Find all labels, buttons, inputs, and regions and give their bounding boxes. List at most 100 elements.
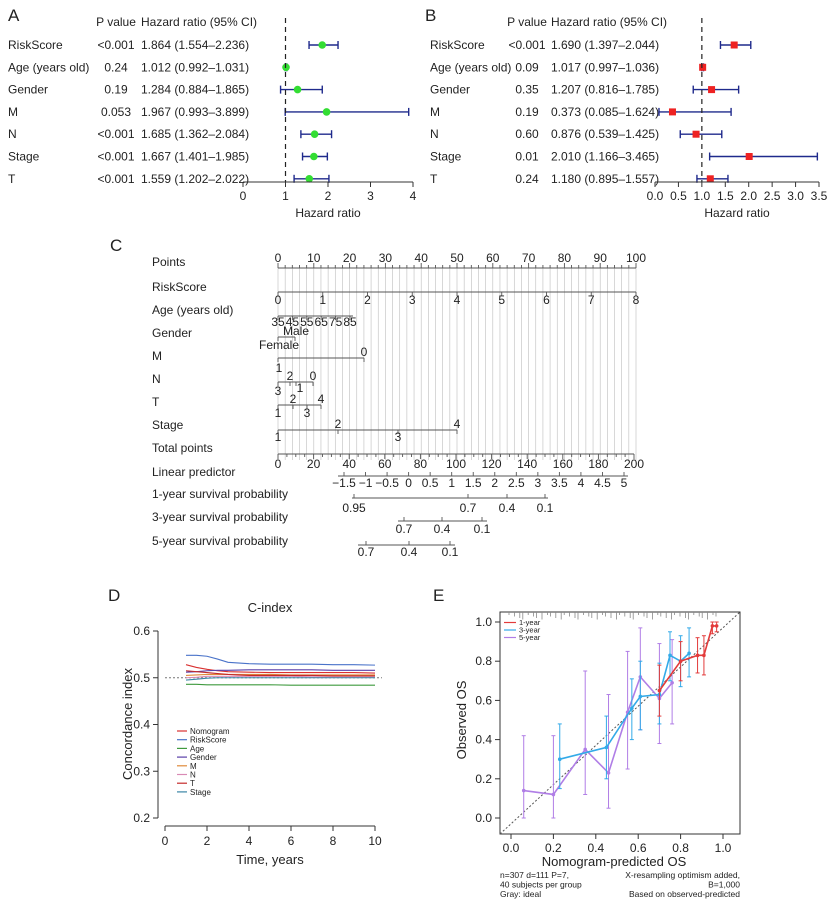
x-tick-label: 2.5 (764, 189, 781, 203)
nomogram-row-label: Linear predictor (152, 465, 235, 479)
series-line-nomogram (185, 664, 376, 674)
nomogram-scale-label: 0 (275, 293, 282, 307)
hazard-ratio-point (318, 41, 327, 49)
nomogram-scale-label: 1 (276, 361, 283, 375)
panel-letter-d: D (108, 586, 121, 605)
nomogram-scale-label: 55 (300, 315, 314, 329)
series-line-m (185, 673, 375, 676)
series-line-n (185, 675, 375, 679)
legend-entry: T (190, 779, 195, 788)
row-hazard-ratio-text: 0.876 (0.539–1.425) (551, 127, 659, 141)
nomogram-scale-label: −1 (359, 476, 373, 490)
row-label: N (430, 127, 439, 141)
nomogram-scale-label: Male (283, 324, 309, 338)
row-p-value: <0.001 (97, 38, 134, 52)
row-label: M (430, 105, 440, 119)
nomogram-scale-label: 4 (454, 293, 461, 307)
nomogram-scale-label: 0 (361, 345, 368, 359)
hazard-ratio-point (699, 63, 707, 71)
nomogram-scale-label: −1.5 (332, 476, 356, 490)
calibration-point (678, 659, 683, 663)
row-hazard-ratio-text: 1.690 (1.397–2.044) (551, 38, 659, 52)
row-label: N (8, 127, 17, 141)
forest-plot-b: P value Hazard ratio (95% CI) RiskScore <0.… (430, 15, 828, 220)
nomogram-scale-label: −0.5 (375, 476, 399, 490)
row-hazard-ratio-text: 1.559 (1.202–2.022) (141, 172, 249, 186)
nomogram-scale-label: 100 (446, 457, 466, 471)
nomogram-scale-label: 1 (297, 381, 304, 395)
nomogram-row-label: 1-year survival probability (152, 487, 288, 501)
ideal-line (499, 611, 741, 835)
x-tick-label: 1.0 (694, 189, 711, 203)
nomogram-scale-label: 35 (271, 315, 285, 329)
y-tick-label: 0.4 (475, 733, 492, 747)
nomogram: Points RiskScore Age (years old) Gender MNTS… (152, 251, 646, 559)
calibration-line-1-year (658, 625, 717, 692)
row-p-value: <0.001 (97, 150, 134, 164)
nomogram-scale-label: 200 (624, 457, 644, 471)
nomogram-scale-label: 0.5 (422, 476, 439, 490)
row-label: M (8, 105, 18, 119)
nomogram-scale-label: 0.1 (537, 501, 554, 515)
footer-note-right: Based on observed-predicted (629, 889, 740, 899)
calibration-line-5-year (523, 675, 673, 796)
row-hazard-ratio-text: 1.667 (1.401–1.985) (141, 150, 249, 164)
x-tick-label: 0 (162, 834, 169, 848)
row-label: T (430, 172, 438, 186)
x-tick-label: 6 (288, 834, 295, 848)
nomogram-scale-label: 5 (621, 476, 628, 490)
nomogram-scale-label: 0.7 (460, 501, 477, 515)
calibration-point (695, 653, 700, 658)
y-tick-label: 1.0 (475, 615, 492, 629)
calibration-point (638, 694, 643, 699)
x-tick-label: 2 (325, 189, 332, 203)
legend-entry: Stage (190, 788, 211, 797)
row-label: RiskScore (8, 38, 63, 52)
nomogram-row-label: T (152, 395, 160, 409)
row-p-value: <0.001 (508, 38, 545, 52)
nomogram-scale-label: 85 (343, 315, 357, 329)
row-p-value: 0.60 (515, 127, 539, 141)
nomogram-scale-label: 0.4 (434, 522, 451, 536)
nomogram-scale-label: 40 (343, 457, 357, 471)
row-label: Stage (8, 150, 40, 164)
nomogram-scale-label: 60 (378, 457, 392, 471)
nomogram-scale-label: 75 (329, 315, 343, 329)
calibration-point (630, 706, 634, 711)
x-tick-label: 2.0 (740, 189, 757, 203)
calibration-point (551, 792, 556, 797)
nomogram-scale-label: 2 (287, 369, 294, 383)
nomogram-scale-label: 0 (275, 251, 282, 265)
x-tick-label: 0.2 (545, 841, 562, 855)
nomogram-scale-label: 0.1 (474, 522, 491, 536)
calibration-point (668, 653, 672, 658)
hazard-ratio-point (706, 175, 714, 183)
nomogram-scale-label: 4 (454, 417, 461, 431)
legend-entry: 1-year (519, 618, 541, 627)
row-p-value: 0.19 (515, 105, 539, 119)
row-p-value: <0.001 (97, 127, 134, 141)
row-label: RiskScore (430, 38, 485, 52)
legend-entry: RiskScore (190, 736, 227, 745)
hazard-ratio-point (310, 130, 319, 138)
nomogram-scale-label: 3 (409, 293, 416, 307)
nomogram-row-label: RiskScore (152, 280, 207, 294)
panel-letter-b: B (425, 6, 437, 25)
nomogram-scale-label: 100 (626, 251, 646, 265)
y-axis-label: Concordance index (120, 667, 135, 780)
x-axis-label: Time, years (236, 852, 304, 867)
nomogram-scale-label: 140 (517, 457, 537, 471)
y-tick-label: 0.4 (133, 718, 150, 732)
y-tick-label: 0.2 (133, 811, 150, 825)
calibration-point (606, 771, 611, 775)
nomogram-scale-label: 2.5 (508, 476, 525, 490)
nomogram-row-label: 3-year survival probability (152, 510, 288, 524)
nomogram-scale-label: 1 (319, 293, 326, 307)
x-axis-label: Hazard ratio (704, 206, 770, 220)
panel-letter-c: C (110, 236, 123, 255)
x-tick-label: 0.5 (670, 189, 687, 203)
row-hazard-ratio-text: 0.373 (0.085–1.624) (551, 105, 659, 119)
row-hazard-ratio-text: 2.010 (1.166–3.465) (551, 150, 659, 164)
x-axis-label: Nomogram-predicted OS (542, 854, 687, 869)
row-hazard-ratio-text: 1.685 (1.362–2.084) (141, 127, 249, 141)
